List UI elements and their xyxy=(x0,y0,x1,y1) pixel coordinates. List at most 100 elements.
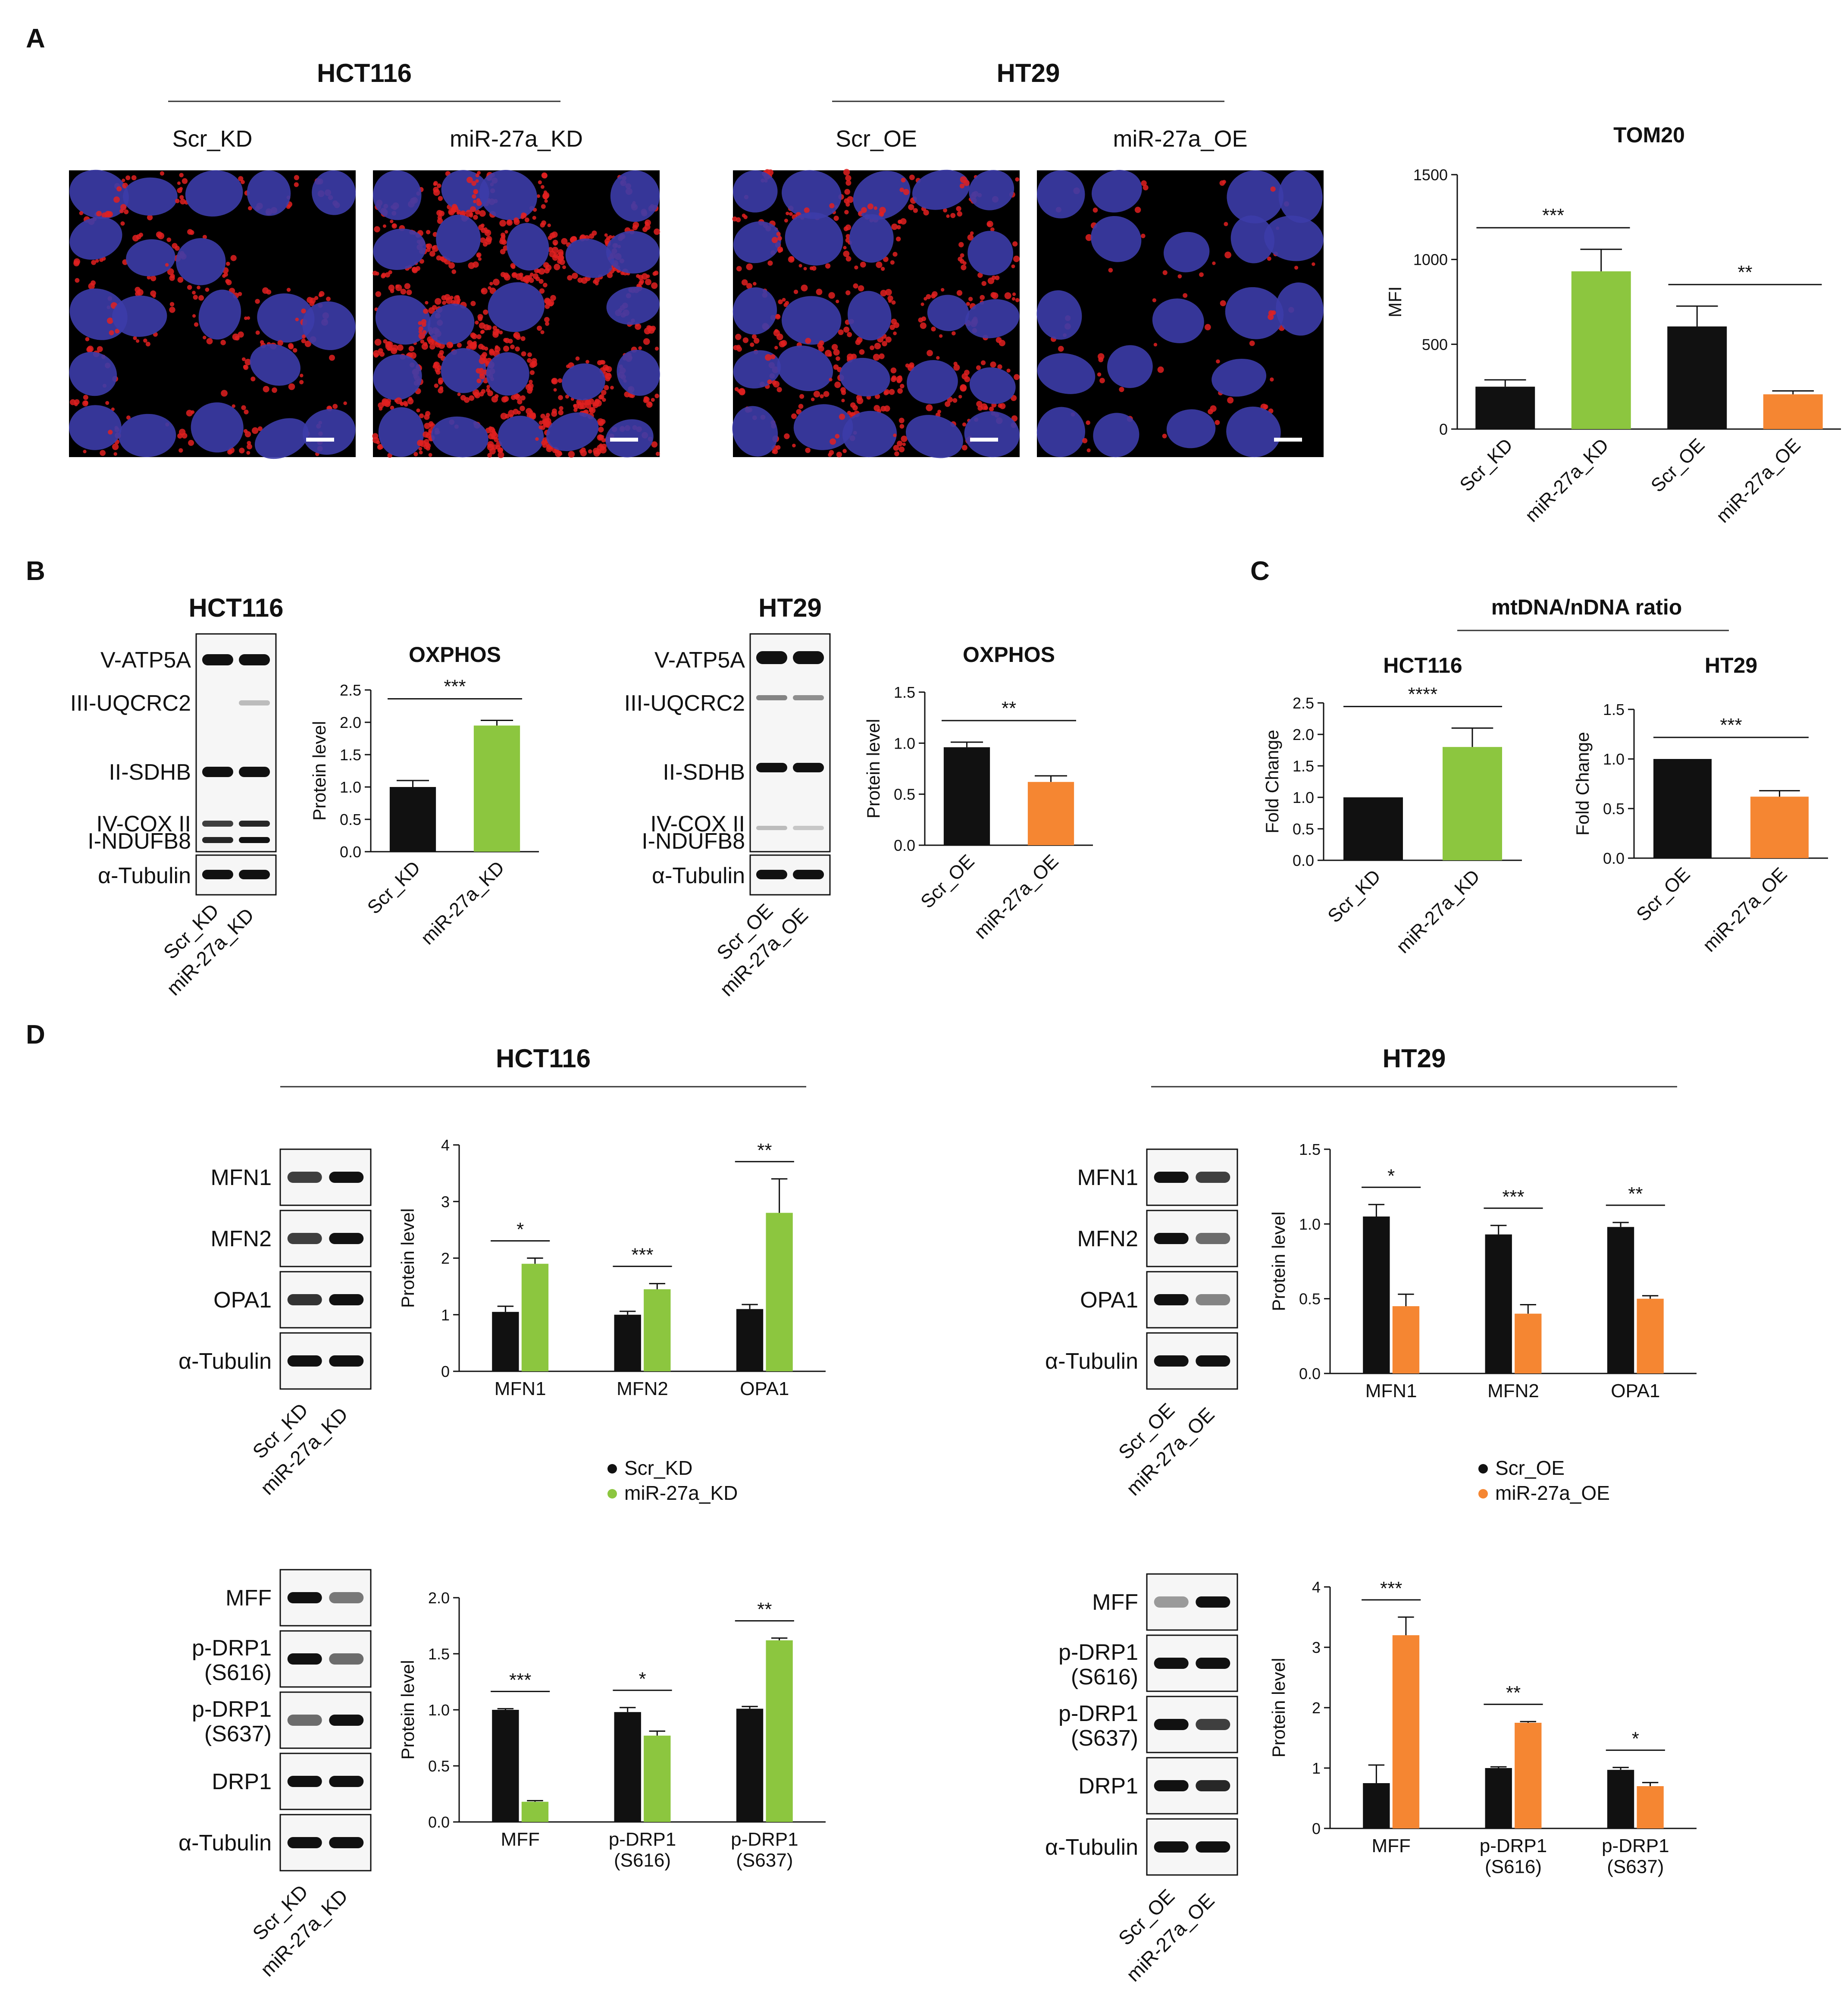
mito-signal xyxy=(976,401,983,407)
mito-signal xyxy=(255,299,260,304)
mito-signal xyxy=(513,217,519,223)
mito-signal xyxy=(976,365,981,370)
mito-signal xyxy=(892,251,898,257)
mito-signal xyxy=(742,337,749,343)
mito-signal xyxy=(120,204,127,210)
mito-signal xyxy=(751,334,757,339)
mito-signal xyxy=(607,272,613,278)
x-tick-label-scr-kd: Scr_KD xyxy=(363,857,425,918)
bar-scr-oe-opa1 xyxy=(1607,1227,1634,1373)
mito-signal xyxy=(299,380,304,385)
panel-label-c: C xyxy=(1250,556,1270,586)
nucleus xyxy=(565,238,614,278)
mito-signal xyxy=(573,404,579,410)
blot-band xyxy=(329,1715,364,1726)
nucleus xyxy=(373,229,426,270)
mito-signal xyxy=(900,218,907,225)
mito-signal xyxy=(244,358,251,366)
mito-signal xyxy=(343,401,347,405)
x-tick-label-mff: MFF xyxy=(501,1829,539,1850)
mito-signal xyxy=(841,390,846,395)
mito-signal xyxy=(126,415,131,420)
blot-row-label-p-drp1-s637: p-DRP1 (S637) xyxy=(1058,1701,1138,1751)
mito-signal xyxy=(1058,346,1064,352)
mito-signal xyxy=(1099,378,1105,383)
mito-signal xyxy=(390,219,394,223)
mito-signal xyxy=(480,354,486,361)
mito-signal xyxy=(116,186,122,192)
mito-signal xyxy=(388,346,392,351)
mito-signal xyxy=(1227,397,1234,404)
mito-signal xyxy=(246,451,250,455)
group-title-d-hct116: HCT116 xyxy=(496,1044,591,1073)
nucleus xyxy=(907,360,958,404)
mito-signal xyxy=(990,292,996,298)
nucleus xyxy=(119,414,176,458)
mito-signal xyxy=(888,299,892,303)
nucleus xyxy=(733,170,778,213)
mito-signal xyxy=(995,275,1000,280)
mito-signal xyxy=(873,206,877,210)
mito-signal xyxy=(893,445,899,451)
nucleus xyxy=(373,170,422,220)
significance-label: ** xyxy=(1737,262,1752,283)
mito-signal xyxy=(79,211,84,216)
mito-signal xyxy=(506,219,513,226)
significance-label: *** xyxy=(444,676,466,697)
mito-signal xyxy=(536,194,540,198)
mito-signal xyxy=(536,326,542,331)
mito-signal xyxy=(523,213,527,217)
bar-mir-27a-kd-mfn2 xyxy=(644,1289,671,1371)
mito-signal xyxy=(643,398,648,403)
mito-signal xyxy=(408,397,413,401)
mito-signal xyxy=(372,433,379,439)
mito-signal xyxy=(1006,368,1011,373)
y-tick-label: 500 xyxy=(1422,335,1448,353)
mito-signal xyxy=(263,386,269,392)
y-tick-label: 1 xyxy=(1312,1759,1321,1777)
bar-mir-27a-kd-mff xyxy=(521,1802,549,1822)
y-tick-label: 1.5 xyxy=(428,1645,450,1663)
mito-signal xyxy=(539,288,545,294)
nucleus xyxy=(1227,170,1284,223)
mito-signal xyxy=(638,275,644,280)
bar-mir-27a-oe xyxy=(1027,782,1074,845)
mito-signal xyxy=(527,352,532,357)
mito-signal xyxy=(610,386,614,390)
mito-signal xyxy=(136,339,140,343)
mito-signal xyxy=(746,263,753,270)
mito-signal xyxy=(818,345,824,352)
nucleus xyxy=(927,295,969,331)
mito-signal xyxy=(222,274,226,278)
chart-title: HCT116 xyxy=(1383,653,1462,677)
mito-signal xyxy=(540,330,545,334)
blot-band xyxy=(793,695,824,700)
mito-signal xyxy=(439,386,444,390)
mito-signal xyxy=(856,395,862,401)
mito-signal xyxy=(642,227,648,232)
micrograph-mir-27a-kd xyxy=(372,170,660,458)
mito-signal xyxy=(743,215,748,219)
mito-signal xyxy=(375,291,382,297)
mito-signal xyxy=(472,194,476,199)
blot-band xyxy=(329,1294,364,1305)
significance-label: *** xyxy=(509,1669,531,1690)
mito-signal xyxy=(487,444,494,451)
nucleus xyxy=(1166,409,1216,448)
chart-title: TOM20 xyxy=(1613,123,1685,147)
mito-signal xyxy=(551,231,558,238)
blot-row-label-iv-cox-ii: IV-COX II xyxy=(650,812,745,837)
blot-band xyxy=(287,1172,322,1183)
mito-signal xyxy=(961,264,967,270)
mito-signal xyxy=(156,231,163,238)
mito-signal xyxy=(804,207,810,213)
mito-signal xyxy=(823,391,830,397)
mito-signal xyxy=(1014,374,1020,380)
blot-row-label-i-ndufb8: I-NDUFB8 xyxy=(88,829,191,854)
nucleus xyxy=(112,295,167,337)
mito-signal xyxy=(876,261,883,268)
bar-scr-kd xyxy=(1343,797,1403,860)
mito-signal xyxy=(84,400,88,405)
mito-signal xyxy=(500,413,507,420)
mito-signal xyxy=(483,309,488,315)
